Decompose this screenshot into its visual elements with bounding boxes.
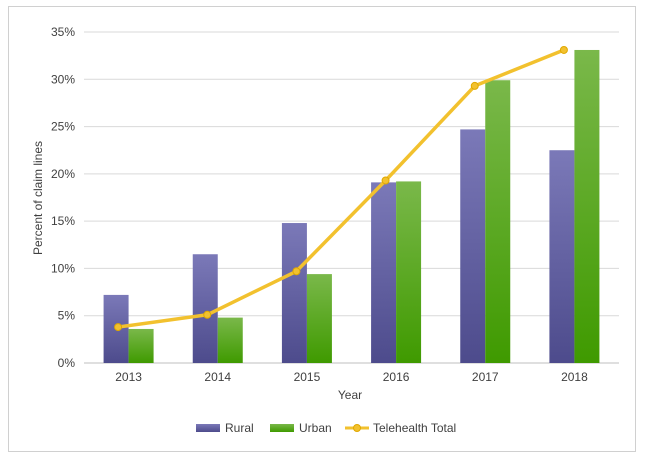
x-tick-label: 2015 — [294, 370, 321, 384]
bar-urban-2016 — [396, 181, 422, 363]
bar-urban-2018 — [574, 49, 600, 364]
bar-urban-2014 — [217, 317, 243, 363]
telehealth-point-2018 — [559, 45, 568, 54]
y-tick-label: 0% — [58, 356, 76, 370]
x-tick-label: 2017 — [472, 370, 499, 384]
y-tick-label: 25% — [51, 120, 75, 134]
y-tick-label: 15% — [51, 214, 75, 228]
bar-rural-2016 — [371, 182, 397, 363]
telehealth-point-2017 — [470, 81, 479, 90]
bar-rural-2015 — [281, 223, 307, 363]
legend-marker-telehealth — [353, 424, 361, 432]
y-axis-ticks: 0% 5% 10% 15% 20% 25% 30% 35% — [51, 25, 75, 370]
x-tick-label: 2016 — [383, 370, 410, 384]
y-tick-label: 5% — [58, 309, 76, 323]
y-tick-label: 20% — [51, 167, 75, 181]
x-tick-label: 2018 — [561, 370, 588, 384]
bar-urban-2015 — [306, 274, 332, 363]
y-tick-label: 30% — [51, 72, 75, 86]
bars — [103, 49, 600, 364]
legend-label-rural: Rural — [225, 421, 254, 435]
legend-label-telehealth: Telehealth Total — [373, 421, 456, 435]
legend: Rural Urban Telehealth Total — [196, 421, 456, 435]
y-tick-label: 10% — [51, 261, 75, 275]
telehealth-point-2015 — [292, 267, 301, 276]
y-axis-title: Percent of claim lines — [31, 141, 45, 255]
telehealth-point-2013 — [114, 323, 123, 332]
telehealth-line-layer — [114, 45, 568, 332]
telehealth-point-2014 — [203, 310, 212, 319]
telehealth-point-2016 — [381, 176, 390, 185]
x-axis-title: Year — [338, 388, 362, 402]
x-axis-ticks: 2013 2014 2015 2016 2017 2018 — [115, 370, 588, 384]
bar-rural-2014 — [192, 254, 218, 363]
legend-swatch-rural — [196, 424, 220, 432]
x-tick-label: 2014 — [204, 370, 231, 384]
bar-urban-2017 — [485, 80, 511, 363]
chart-frame — [8, 6, 636, 452]
telehealth-total-line — [117, 48, 565, 329]
gridlines — [84, 31, 619, 364]
x-tick-label: 2013 — [115, 370, 142, 384]
legend-label-urban: Urban — [299, 421, 332, 435]
y-tick-label: 35% — [51, 25, 75, 39]
bar-rural-2018 — [549, 150, 575, 363]
bar-rural-2017 — [460, 129, 486, 363]
legend-swatch-urban — [270, 424, 294, 432]
bar-urban-2013 — [128, 328, 154, 363]
